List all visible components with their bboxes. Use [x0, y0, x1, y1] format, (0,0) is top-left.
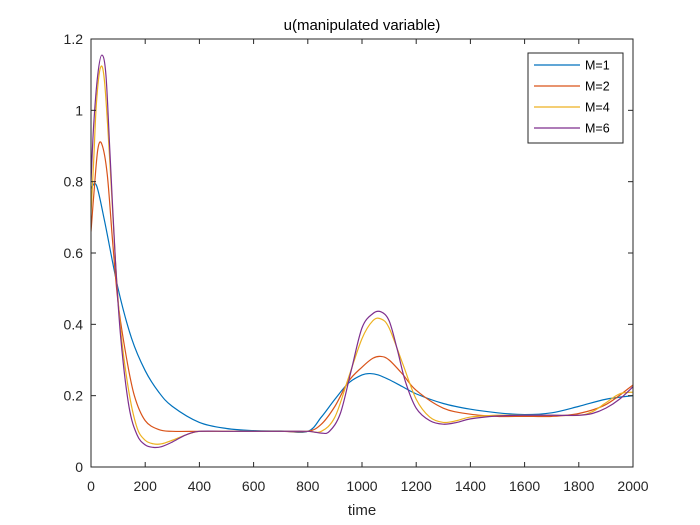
legend: M=1 M=2 M=4 M=6: [527, 52, 624, 144]
chart-title: u(manipulated variable): [284, 17, 441, 34]
y-tick-label: 0: [75, 459, 83, 475]
y-tick-label: 0.4: [64, 316, 84, 332]
y-tick-label: 0.8: [64, 174, 84, 190]
x-tick-label: 2000: [617, 478, 648, 494]
legend-label: M=1: [585, 59, 610, 73]
legend-label: M=6: [585, 122, 610, 136]
x-tick-label: 600: [242, 478, 266, 494]
y-tick-label: 1: [75, 102, 83, 118]
y-tick-label: 1.2: [64, 31, 84, 47]
series-line-m-1: [91, 182, 633, 433]
legend-label: M=4: [585, 101, 610, 115]
x-tick-label: 1800: [563, 478, 594, 494]
series-layer: [91, 54, 633, 449]
x-axis-ticks: 0 200 400 600 800 1000 1200 1400 1600 1800 2000: [87, 39, 649, 494]
y-axis-ticks: 0 0.2 0.4 0.6 0.8 1 1.2: [64, 31, 633, 475]
y-tick-label: 0.6: [64, 245, 84, 261]
legend-label: M=2: [585, 80, 610, 94]
x-tick-label: 800: [296, 478, 320, 494]
x-tick-label: 200: [134, 478, 158, 494]
x-axis-title: time: [348, 502, 376, 519]
x-tick-label: 1400: [455, 478, 486, 494]
x-tick-label: 1600: [509, 478, 540, 494]
series-line-m-6: [91, 54, 633, 449]
y-tick-label: 0.2: [64, 388, 84, 404]
x-tick-label: 0: [87, 478, 95, 494]
x-tick-label: 400: [188, 478, 212, 494]
x-tick-label: 1000: [346, 478, 377, 494]
x-tick-label: 1200: [401, 478, 432, 494]
